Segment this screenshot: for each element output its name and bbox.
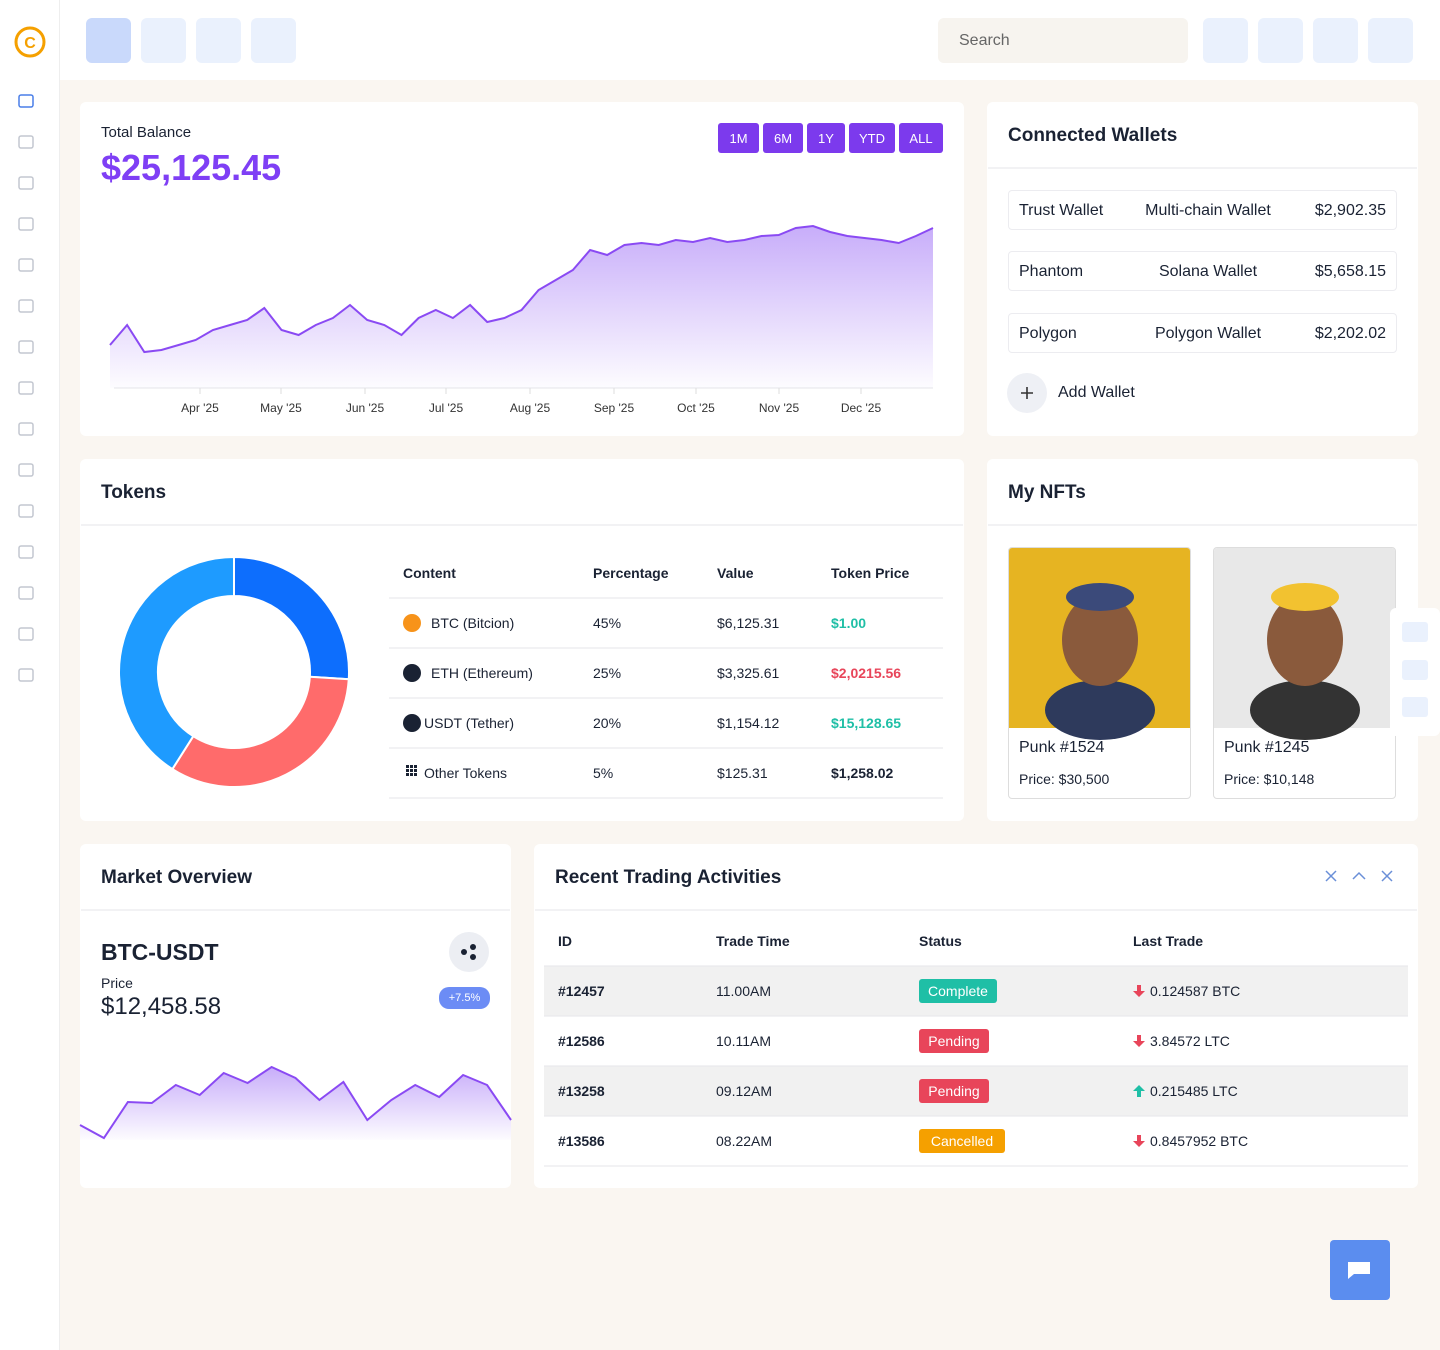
column-header: ID bbox=[558, 933, 572, 949]
last-trade: 3.84572 LTC bbox=[1150, 1033, 1230, 1049]
trade-time: 11.00AM bbox=[716, 983, 771, 999]
nft-name: Punk #1245 bbox=[1224, 739, 1310, 756]
wallet-name: Phantom bbox=[1019, 263, 1084, 280]
clipboard-button[interactable] bbox=[251, 18, 296, 63]
wallet-type: Multi-chain Wallet bbox=[1145, 202, 1271, 219]
column-header: Percentage bbox=[593, 565, 669, 581]
token-value: $3,325.61 bbox=[717, 665, 780, 681]
wallet-name: Trust Wallet bbox=[1019, 202, 1104, 219]
token-name: USDT (Tether) bbox=[424, 715, 514, 731]
wallet-type: Polygon Wallet bbox=[1154, 325, 1262, 342]
status-text: Cancelled bbox=[930, 1133, 994, 1149]
search-placeholder: Search bbox=[959, 32, 1010, 49]
range-label: 1M bbox=[729, 130, 748, 146]
token-name: ETH (Ethereum) bbox=[431, 665, 533, 681]
token-percentage: 20% bbox=[593, 715, 622, 731]
wallets-card bbox=[987, 102, 1418, 436]
last-trade: 0.8457952 BTC bbox=[1150, 1133, 1249, 1149]
trade-id: #12457 bbox=[558, 983, 605, 999]
wallet-amount: $2,902.35 bbox=[1314, 202, 1386, 219]
wallet-row[interactable] bbox=[1008, 313, 1397, 353]
wallet-amount: $5,658.15 bbox=[1314, 263, 1386, 280]
change-text: +7.5% bbox=[448, 991, 481, 1004]
range-label: 1Y bbox=[818, 130, 834, 146]
status-text: Complete bbox=[928, 983, 988, 999]
column-header: Content bbox=[403, 565, 456, 581]
fullscreen-button[interactable] bbox=[1203, 18, 1248, 63]
mail-button[interactable] bbox=[196, 18, 241, 63]
nft-image bbox=[1009, 548, 1190, 728]
range-button[interactable]: 6M bbox=[763, 123, 803, 153]
status-text: Pending bbox=[928, 1033, 980, 1049]
token-name: Other Tokens bbox=[424, 765, 508, 781]
nft-price: Price: $10,148 bbox=[1224, 771, 1315, 787]
range-button[interactable]: 1Y bbox=[807, 123, 845, 153]
trade-time: 10.11AM bbox=[716, 1033, 771, 1049]
token-percentage: 25% bbox=[593, 665, 622, 681]
nft-name: Punk #1524 bbox=[1019, 739, 1105, 756]
column-header: Trade Time bbox=[716, 933, 790, 949]
range-button[interactable]: 1M bbox=[718, 123, 759, 153]
column-header: Token Price bbox=[831, 565, 910, 581]
search-box[interactable]: Search bbox=[938, 18, 1188, 63]
change-badge: +7.5% bbox=[439, 987, 490, 1009]
wallet-name: Polygon bbox=[1019, 325, 1077, 342]
column-header: Last Trade bbox=[1133, 933, 1204, 949]
range-button[interactable]: YTD bbox=[849, 123, 895, 153]
token-price: $15,128.65 bbox=[831, 715, 902, 731]
wallet-type: Solana Wallet bbox=[1158, 263, 1258, 280]
card-title: Market Overview bbox=[101, 866, 253, 888]
trade-time: 08.22AM bbox=[716, 1133, 773, 1149]
last-trade: 0.215485 LTC bbox=[1150, 1083, 1238, 1099]
price-label: Price bbox=[101, 975, 133, 991]
card-title: Tokens bbox=[101, 481, 167, 503]
status-badge: Pending bbox=[919, 1079, 989, 1103]
nft-image bbox=[1214, 548, 1395, 728]
column-header: Status bbox=[919, 933, 962, 949]
balance-label: Total Balance bbox=[101, 123, 192, 141]
profile-button[interactable] bbox=[1313, 18, 1358, 63]
token-percentage: 45% bbox=[593, 615, 622, 631]
card-title: Connected Wallets bbox=[1008, 124, 1178, 146]
token-name: BTC (Bitcion) bbox=[431, 615, 515, 631]
card-title: My NFTs bbox=[1008, 481, 1086, 503]
token-value: $1,154.12 bbox=[717, 715, 780, 731]
chat-button[interactable] bbox=[141, 18, 186, 63]
trade-id: #13586 bbox=[558, 1133, 605, 1149]
status-badge: Pending bbox=[919, 1029, 989, 1053]
token-value: $125.31 bbox=[717, 765, 768, 781]
trade-id: #13258 bbox=[558, 1083, 605, 1099]
token-value: $6,125.31 bbox=[717, 615, 780, 631]
last-trade: 0.124587 BTC bbox=[1150, 983, 1241, 999]
settings-button[interactable] bbox=[1368, 18, 1413, 63]
wallet-row[interactable] bbox=[1008, 190, 1397, 230]
column-header: Value bbox=[717, 565, 754, 581]
token-price: $1,258.02 bbox=[831, 765, 894, 781]
range-label: ALL bbox=[909, 130, 933, 146]
wallet-amount: $2,202.02 bbox=[1314, 325, 1386, 342]
range-label: 6M bbox=[773, 130, 793, 146]
status-text: Pending bbox=[928, 1083, 980, 1099]
menu-button[interactable] bbox=[86, 18, 131, 63]
range-label: YTD bbox=[859, 130, 885, 146]
add-wallet: Add Wallet bbox=[1058, 384, 1135, 401]
balance-amount: $25,125.45 bbox=[101, 147, 282, 188]
nft-price: Price: $30,500 bbox=[1019, 771, 1110, 787]
token-percentage: 5% bbox=[593, 765, 614, 781]
market-price: $12,458.58 bbox=[101, 993, 222, 1020]
trade-id: #12586 bbox=[558, 1033, 605, 1049]
wallet-row[interactable] bbox=[1008, 251, 1397, 291]
status-badge: Cancelled bbox=[919, 1129, 1005, 1153]
market-pair: BTC-USDT bbox=[101, 938, 219, 965]
card-title: Recent Trading Activities bbox=[555, 866, 782, 888]
range-button[interactable]: ALL bbox=[899, 123, 943, 153]
token-price: $1.00 bbox=[831, 615, 867, 631]
token-price: $2,0215.56 bbox=[831, 665, 902, 681]
notification-button[interactable] bbox=[1258, 18, 1303, 63]
status-badge: Complete bbox=[919, 979, 997, 1003]
trade-time: 09.12AM bbox=[716, 1083, 773, 1099]
